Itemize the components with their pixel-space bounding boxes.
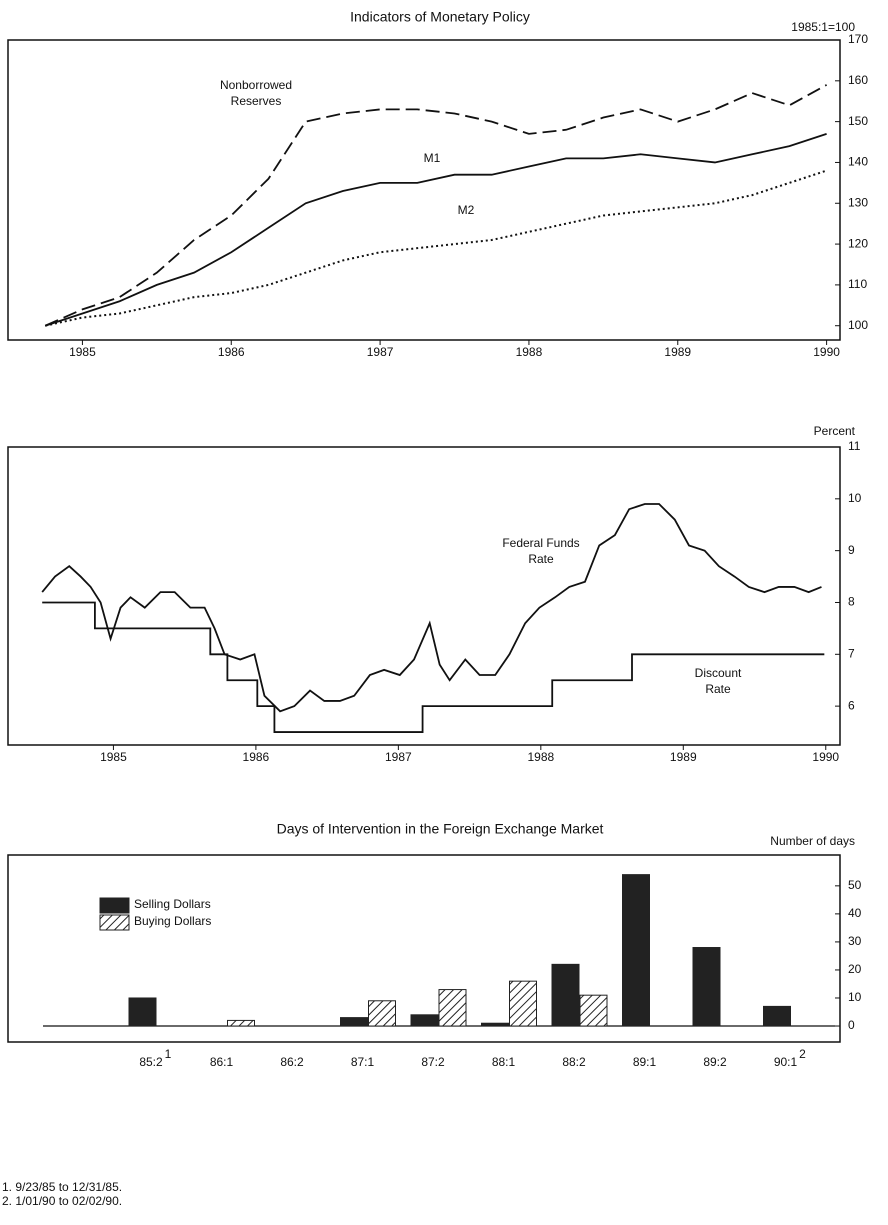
x-tick-label: 86:1 xyxy=(210,1055,234,1069)
y-axis-label: 1985:1=100 xyxy=(791,20,855,34)
series-line xyxy=(44,169,827,327)
y-tick-label: 10 xyxy=(848,491,862,505)
y-tick-label: 30 xyxy=(848,934,862,948)
y-tick-label: 150 xyxy=(848,114,868,128)
x-tick-label: 1985 xyxy=(69,345,96,359)
series-label: Discount Rate xyxy=(695,666,742,696)
y-tick-label: 9 xyxy=(848,543,855,557)
y-tick-label: 7 xyxy=(848,646,855,660)
x-tick-label: 1988 xyxy=(516,345,543,359)
y-axis-label: Percent xyxy=(814,424,856,438)
series-label: M2 xyxy=(458,203,475,217)
series-label: Nonborrowed Reserves xyxy=(220,78,292,108)
bar xyxy=(551,963,580,1027)
x-tick-label: 1987 xyxy=(385,750,412,764)
y-tick-label: 160 xyxy=(848,73,868,87)
footnote-marker: 2 xyxy=(799,1047,806,1061)
chart-title: Days of Intervention in the Foreign Exch… xyxy=(277,821,604,837)
bar xyxy=(579,994,608,1027)
x-tick-label: 1986 xyxy=(218,345,245,359)
bar xyxy=(438,989,467,1027)
footnote: 1. 9/23/85 to 12/31/85. xyxy=(2,1180,122,1194)
series-label: M1 xyxy=(424,151,441,165)
series-line xyxy=(44,84,828,327)
footnote-marker: 1 xyxy=(165,1047,172,1061)
legend-label: Selling Dollars xyxy=(134,897,211,911)
x-tick-label: 90:1 xyxy=(774,1055,798,1069)
y-tick-label: 8 xyxy=(848,595,855,609)
x-tick-label: 87:1 xyxy=(351,1055,375,1069)
series-line xyxy=(44,133,827,327)
x-tick-label: 1986 xyxy=(243,750,270,764)
y-tick-label: 0 xyxy=(848,1018,855,1032)
bar xyxy=(128,997,157,1027)
legend-swatch xyxy=(99,914,130,931)
x-tick-label: 87:2 xyxy=(421,1055,445,1069)
legend-swatch xyxy=(99,897,130,914)
y-tick-label: 40 xyxy=(848,906,862,920)
y-tick-label: 100 xyxy=(848,318,868,332)
series-line xyxy=(41,503,822,713)
x-tick-label: 86:2 xyxy=(280,1055,304,1069)
bar xyxy=(227,1019,255,1027)
y-axis-label: Number of days xyxy=(770,834,855,848)
x-tick-label: 1987 xyxy=(367,345,394,359)
bar xyxy=(763,1005,791,1027)
x-tick-label: 1989 xyxy=(664,345,691,359)
x-tick-label: 85:2 xyxy=(139,1055,163,1069)
series-line xyxy=(42,601,825,733)
y-tick-label: 11 xyxy=(848,439,861,453)
plot-frame xyxy=(7,854,841,1043)
x-tick-label: 1988 xyxy=(527,750,554,764)
bar xyxy=(509,980,537,1027)
x-tick-label: 89:1 xyxy=(633,1055,657,1069)
x-tick-label: 89:2 xyxy=(703,1055,727,1069)
y-tick-label: 120 xyxy=(848,236,868,250)
y-tick-label: 110 xyxy=(848,277,867,291)
y-tick-label: 10 xyxy=(848,990,862,1004)
y-tick-label: 130 xyxy=(848,195,868,209)
bar xyxy=(368,1000,396,1027)
bar xyxy=(340,1017,368,1027)
y-tick-label: 170 xyxy=(848,32,868,46)
chart-title: Indicators of Monetary Policy xyxy=(350,9,530,25)
bar xyxy=(481,1022,509,1027)
x-tick-label: 1989 xyxy=(670,750,697,764)
footnote: 2. 1/01/90 to 02/02/90. xyxy=(2,1194,122,1208)
x-tick-label: 88:2 xyxy=(562,1055,586,1069)
y-tick-label: 50 xyxy=(848,878,862,892)
bar xyxy=(622,874,650,1027)
x-tick-label: 1985 xyxy=(100,750,127,764)
x-tick-label: 1990 xyxy=(812,750,839,764)
plot-frame xyxy=(7,446,841,746)
legend-label: Buying Dollars xyxy=(134,914,211,928)
plot-frame xyxy=(7,39,841,341)
y-tick-label: 20 xyxy=(848,962,862,976)
y-tick-label: 140 xyxy=(848,155,868,169)
y-tick-label: 6 xyxy=(848,698,855,712)
series-label: Federal Funds Rate xyxy=(502,536,579,566)
bar xyxy=(692,947,721,1027)
x-tick-label: 88:1 xyxy=(492,1055,516,1069)
x-tick-label: 1990 xyxy=(813,345,840,359)
bar xyxy=(410,1014,439,1027)
